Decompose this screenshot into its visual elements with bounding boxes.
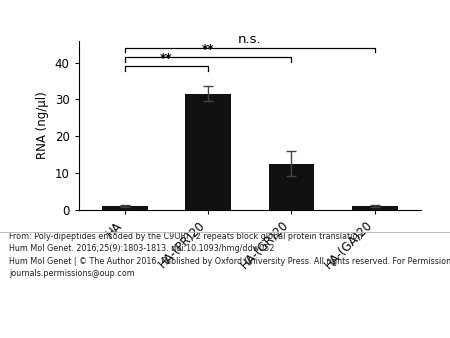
Text: From: Poly-dipeptides encoded by the C9ORF72 repeats block global protein transl: From: Poly-dipeptides encoded by the C9O…	[9, 232, 450, 278]
Text: n.s.: n.s.	[238, 33, 261, 46]
Text: **: **	[202, 43, 214, 56]
Text: **: **	[160, 52, 173, 65]
Bar	[185, 94, 231, 210]
Bar	[102, 206, 148, 210]
Y-axis label: RNA (ng/μl): RNA (ng/μl)	[36, 91, 50, 159]
Bar	[269, 164, 315, 210]
Bar	[352, 206, 398, 210]
